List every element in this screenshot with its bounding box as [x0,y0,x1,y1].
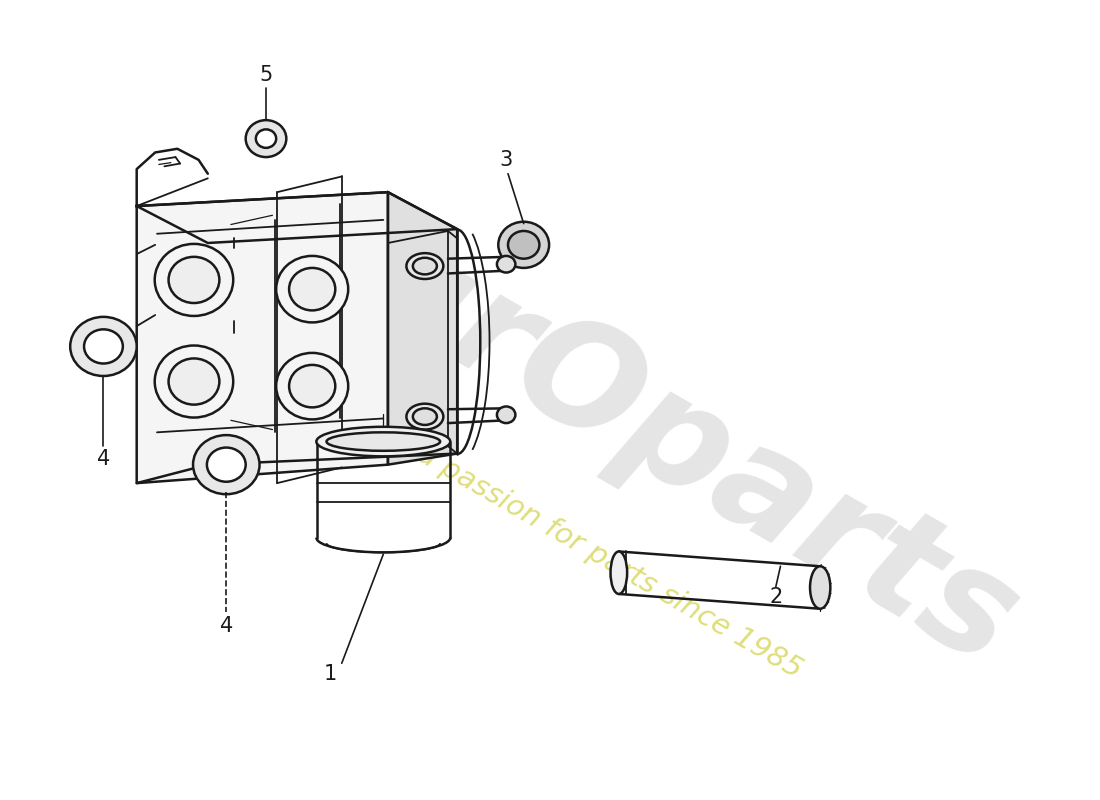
Ellipse shape [497,256,516,273]
Ellipse shape [192,435,260,494]
Ellipse shape [810,566,830,609]
Ellipse shape [406,404,443,430]
Text: 2: 2 [769,586,782,606]
Ellipse shape [406,253,443,279]
Ellipse shape [508,231,539,258]
Ellipse shape [327,432,440,450]
Ellipse shape [289,268,336,310]
Ellipse shape [498,222,549,268]
Polygon shape [136,192,388,483]
Text: a passion for parts since 1985: a passion for parts since 1985 [412,439,807,684]
Text: 3: 3 [499,150,513,170]
Text: eurOparts: eurOparts [252,159,1042,696]
Ellipse shape [168,257,219,303]
Ellipse shape [155,346,233,418]
Ellipse shape [70,317,136,376]
Ellipse shape [276,353,349,419]
Ellipse shape [256,130,276,148]
Text: 5: 5 [260,65,273,85]
Ellipse shape [168,358,219,405]
Ellipse shape [207,447,245,482]
Ellipse shape [84,330,123,363]
Ellipse shape [412,408,437,425]
Ellipse shape [412,258,437,274]
Ellipse shape [276,256,349,322]
Text: 1: 1 [324,664,338,684]
Polygon shape [388,192,458,465]
Ellipse shape [497,406,516,423]
Text: 4: 4 [97,449,110,469]
Ellipse shape [289,365,336,407]
Ellipse shape [317,426,450,456]
Ellipse shape [610,551,627,594]
Ellipse shape [155,244,233,316]
Ellipse shape [245,120,286,157]
Polygon shape [136,192,458,243]
Text: 4: 4 [220,616,233,636]
